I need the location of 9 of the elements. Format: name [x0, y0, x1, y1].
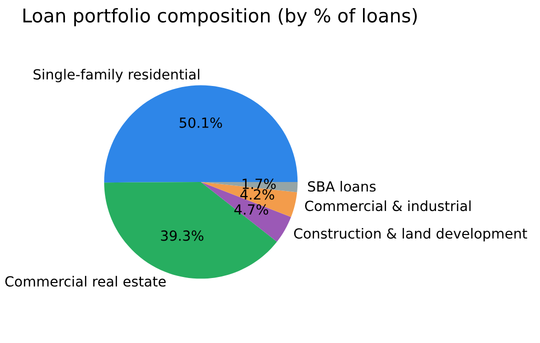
slice-label: Commercial & industrial [305, 200, 471, 212]
slice-label: Commercial real estate [5, 276, 166, 287]
data-label: 39.3% [161, 230, 204, 241]
data-label: 50.1% [180, 117, 222, 128]
data-label: 4.2% [240, 189, 274, 200]
slice-label: SBA loans [308, 180, 376, 192]
slice-label: Single-family residential [34, 68, 200, 82]
chart-title: Loan portfolio composition (by % of loans) [23, 8, 417, 26]
slice-label: Construction & land development [294, 228, 528, 242]
